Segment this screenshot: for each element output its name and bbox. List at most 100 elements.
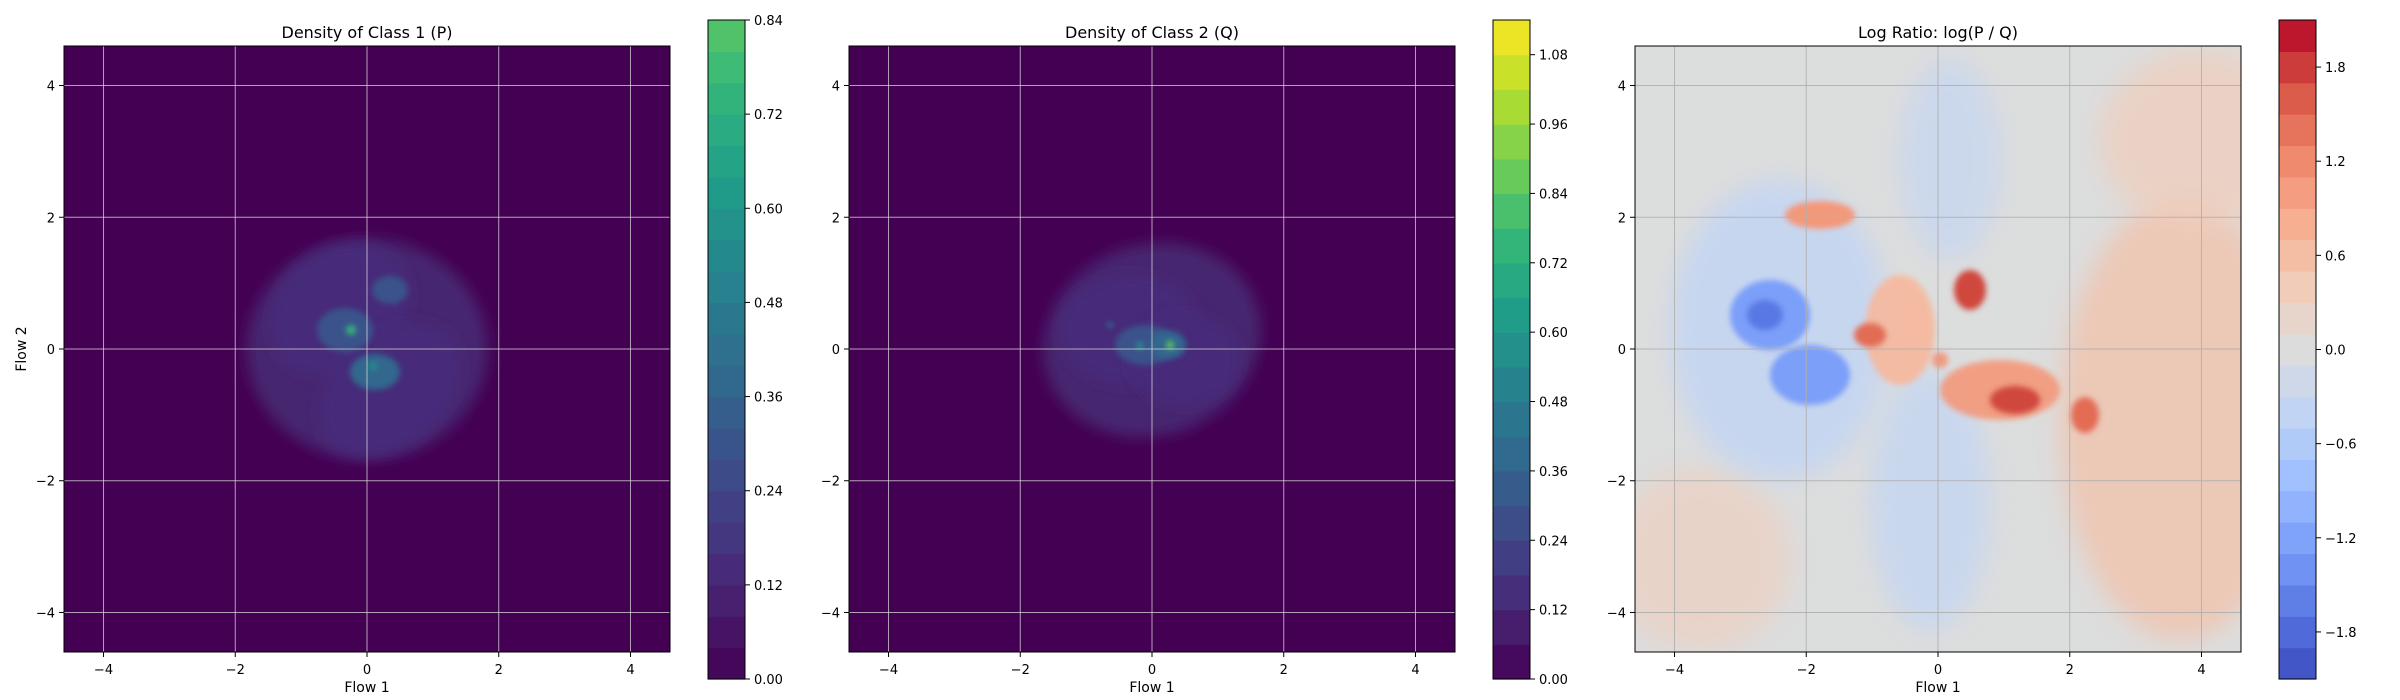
colorbar-band <box>2279 333 2316 366</box>
colorbar-tick-label: 0.36 <box>1539 465 1568 480</box>
x-tick-label: 0 <box>363 663 371 678</box>
x-tick-label: 4 <box>2197 663 2205 678</box>
panel-log-ratio: Log Ratio: log(P / Q) −4 −2 0 2 4 −4 −2 0 2 4 Fl… <box>1607 19 2357 696</box>
colorbar-tick-label: 1.8 <box>2325 61 2346 76</box>
colorbar-frame <box>1492 19 1531 680</box>
colorbar-band <box>1493 262 1530 299</box>
colorbar-band <box>708 20 745 52</box>
y-tick-label: 0 <box>1618 343 1626 358</box>
colorbar-band <box>708 82 745 115</box>
colorbar-tick-label: −1.8 <box>2325 626 2357 641</box>
x-tick-label: −4 <box>1665 663 1684 678</box>
y-tick-label: −2 <box>36 475 55 490</box>
colorbar-band <box>1493 609 1530 645</box>
colorbar-tick-label: 0.60 <box>1539 326 1568 341</box>
colorbar-band <box>1493 366 1530 403</box>
colorbar-band <box>1493 54 1530 90</box>
x-tick-label: −2 <box>1797 663 1816 678</box>
colorbar-band <box>708 333 745 366</box>
colorbar-band <box>2279 647 2316 680</box>
x-axis: −4 −2 0 2 4 <box>94 652 635 678</box>
colorbar-tick-label: 0.48 <box>754 296 783 311</box>
density-field <box>1043 243 1261 437</box>
y-tick-label: 4 <box>1618 80 1626 95</box>
y-tick-label: −4 <box>1607 606 1626 621</box>
colorbar-tick-label: 0.12 <box>754 579 783 594</box>
colorbar-tick-label: 0.84 <box>754 14 783 29</box>
colorbar-band <box>2279 145 2316 178</box>
colorbar-band <box>708 553 745 586</box>
colorbar-band <box>1493 436 1530 472</box>
x-axis-label: Flow 1 <box>1129 680 1174 696</box>
colorbar-band <box>1493 470 1530 507</box>
colorbar: −1.8 −1.2 −0.6 0.0 0.6 1.2 1.8 <box>2278 19 2357 680</box>
y-tick-label: −4 <box>36 606 55 621</box>
colorbar-band <box>708 459 745 492</box>
colorbar-tick-label: 0.12 <box>1539 604 1568 619</box>
grid <box>849 46 1455 652</box>
colorbar-tick-label: 0.84 <box>1539 187 1568 202</box>
colorbar-tick-label: 0.00 <box>754 673 783 688</box>
colorbar-band <box>708 584 745 617</box>
x-tick-label: −2 <box>1011 663 1030 678</box>
colorbar-band <box>2279 302 2316 335</box>
colorbar-band <box>1493 574 1530 611</box>
colorbar-band <box>708 271 745 304</box>
colorbar-band <box>708 365 745 398</box>
colorbar-band <box>708 145 745 178</box>
colorbar-band <box>1493 89 1530 125</box>
y-tick-label: 4 <box>47 80 55 95</box>
panel-class2: Density of Class 2 (Q) −4 −2 0 2 4 −4 −2 0 2 4 F… <box>821 19 1568 696</box>
colorbar-tick-label: 0.6 <box>2325 249 2346 264</box>
grid <box>1635 46 2241 652</box>
colorbar: 0.00 0.12 0.24 0.36 0.48 0.60 0.72 0.84 <box>707 14 783 688</box>
colorbar-band <box>708 51 745 84</box>
colorbar-tick-label: 0.72 <box>1539 257 1568 272</box>
colorbar-tick-label: 0.72 <box>754 108 783 123</box>
colorbar-band <box>1493 644 1530 680</box>
colorbar-band <box>2279 208 2316 241</box>
y-axis: −4 −2 0 2 4 <box>821 80 849 621</box>
x-tick-label: 2 <box>2066 663 2074 678</box>
colorbar-tick-label: −1.2 <box>2325 532 2357 547</box>
y-axis: −4 −2 0 2 4 <box>36 80 64 621</box>
colorbar-band <box>2279 396 2316 429</box>
colorbar-band <box>1493 228 1530 264</box>
y-tick-label: −2 <box>821 475 840 490</box>
colorbar-band <box>708 302 745 335</box>
colorbar-band <box>708 427 745 460</box>
colorbar-band <box>1493 540 1530 576</box>
grid <box>64 46 670 652</box>
colorbar: 0.00 0.12 0.24 0.36 0.48 0.60 0.72 0.84 0.96 1.08 <box>1492 19 1568 688</box>
colorbar-band <box>2279 51 2316 84</box>
colorbar-tick-label: −0.6 <box>2325 438 2357 453</box>
colorbar-tick-label: 0.60 <box>754 202 783 217</box>
x-tick-label: −4 <box>94 663 113 678</box>
y-tick-label: 2 <box>832 211 840 226</box>
colorbar-band <box>708 490 745 523</box>
colorbar-band <box>1493 158 1530 195</box>
colorbar-band <box>2279 176 2316 209</box>
panel-class1: Density of Class 1 (P) −4 −2 0 2 4 −4 −2 0 2 4 F… <box>14 14 783 696</box>
colorbar-band <box>1493 505 1530 541</box>
chart-title: Log Ratio: log(P / Q) <box>1858 23 2018 42</box>
colorbar-band <box>2279 490 2316 523</box>
colorbar-tick-label: 0.48 <box>1539 396 1568 411</box>
colorbar-band <box>1493 193 1530 229</box>
x-axis-label: Flow 1 <box>344 680 389 696</box>
y-tick-label: 2 <box>47 211 55 226</box>
x-tick-label: 4 <box>1411 663 1419 678</box>
colorbar-band <box>2279 239 2316 272</box>
y-axis: −4 −2 0 2 4 <box>1607 80 1635 621</box>
colorbar-band <box>708 239 745 272</box>
x-axis: −4 −2 0 2 4 <box>879 652 1420 678</box>
colorbar-band <box>2279 20 2316 52</box>
colorbar-tick-label: 0.24 <box>754 485 783 500</box>
colorbar-band <box>2279 459 2316 492</box>
colorbar-band <box>1493 332 1530 368</box>
y-axis-label: Flow 2 <box>14 326 30 371</box>
y-tick-label: 0 <box>832 343 840 358</box>
colorbar-band <box>708 522 745 555</box>
colorbar-band <box>2279 522 2316 555</box>
